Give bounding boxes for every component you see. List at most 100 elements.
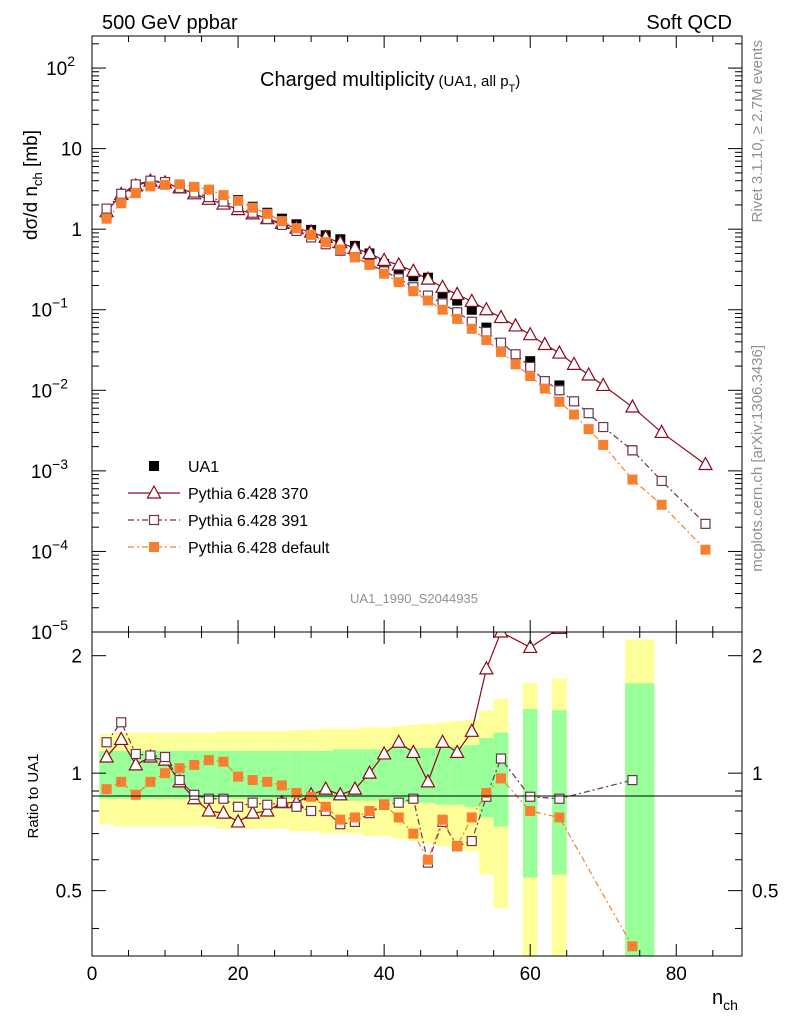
y-tick-label: 10−4 (31, 536, 68, 563)
main-point-0-25 (466, 304, 477, 315)
ratio-point-1-28 (525, 791, 536, 802)
ratio-point-0-11 (259, 802, 275, 817)
band-stat (406, 748, 421, 803)
analysis-id: UA1_1990_S2044935 (350, 591, 478, 606)
ratio-point-2-28 (525, 805, 536, 816)
ratio-point-2-3 (145, 776, 156, 787)
ratio-point-2-2 (130, 789, 141, 800)
main-point-3-15 (320, 237, 331, 248)
x-tick-label: 20 (227, 964, 248, 985)
ratio-point-1-29 (554, 793, 565, 804)
ratio-point-2-23 (437, 814, 448, 825)
ratio-point-2-16 (335, 814, 346, 825)
main-point-3-22 (422, 295, 433, 306)
ratio-point-1-25 (466, 835, 477, 847)
main-point-3-37 (700, 544, 711, 555)
main-point-1-28 (508, 317, 524, 332)
ratio-point-1-11 (262, 799, 273, 810)
ratio-point-0-8 (215, 804, 231, 819)
main-point-3-4 (160, 179, 171, 190)
ratio-point-2-5 (174, 763, 185, 774)
x-axis-label: nch (712, 987, 738, 1013)
legend-label-0: UA1 (188, 459, 219, 476)
band-stat (259, 750, 275, 799)
ratio-point-1-2 (130, 748, 141, 760)
ratio-point-2-19 (379, 799, 390, 810)
ratio-point-2-17 (349, 812, 360, 823)
main-point-1-21 (405, 263, 421, 277)
ratio-point-1-3 (145, 750, 156, 761)
ratio-plot-frame (91, 631, 743, 957)
y-tick-label: 10 (61, 140, 82, 161)
x-tick-label: 80 (666, 964, 687, 985)
main-point-3-30 (539, 383, 550, 394)
main-point-1-18 (362, 245, 378, 260)
axis-ticks: 0 20 40 60 80 102 10 1 10−1 10−2 10−3 10−4 10−5 0.5 0.… (31, 36, 778, 985)
band-stat (435, 746, 450, 805)
main-point-3-36 (656, 499, 667, 510)
ratio-point-2-9 (233, 771, 244, 782)
main-point-0-23 (437, 288, 448, 299)
y-axis-label: dσ/d nch [mb] (21, 130, 45, 240)
ratio-y-tick-label: 2 (71, 647, 82, 668)
ratio-point-2-18 (364, 805, 375, 816)
ratio-point-2-0 (101, 784, 112, 795)
main-point-1-27 (493, 309, 509, 324)
main-point-3-18 (364, 259, 375, 270)
main-point-1-23 (435, 279, 451, 293)
ratio-point-0-28 (522, 639, 538, 654)
band-stat (464, 745, 480, 807)
ratio-point-1-21 (408, 793, 419, 804)
ratio-point-1-1 (116, 717, 127, 728)
ratio-point-2-12 (276, 780, 287, 791)
main-point-1-19 (376, 252, 392, 266)
main-point-3-12 (276, 216, 287, 227)
main-point-3-28 (510, 359, 521, 370)
main-point-0-28 (525, 356, 536, 367)
ratio-y-tick-label-right: 0.5 (752, 882, 778, 903)
band-stat (289, 750, 304, 799)
main-point-1-32 (566, 356, 582, 370)
x-tick-label: 60 (520, 964, 541, 985)
ratio-point-2-21 (408, 828, 419, 839)
main-point-1-26 (478, 301, 494, 316)
mcplots-citation-label: mcplots.cern.ch [arXiv:1306.3436] (749, 345, 766, 572)
ratio-point-2-13 (291, 787, 302, 798)
main-point-2-2 (130, 179, 141, 190)
ratio-point-1-13 (291, 801, 302, 812)
main-point-2-37 (700, 518, 711, 529)
main-point-1-33 (581, 366, 597, 381)
main-point-2-27 (495, 337, 507, 348)
rivet-version-label: Rivet 3.1.10, ≥ 2.7M events (749, 40, 766, 223)
main-point-1-30 (537, 336, 553, 351)
ratio-y-tick-label: 1 (71, 764, 82, 785)
main-point-1-37 (697, 456, 713, 471)
main-point-1-25 (464, 293, 480, 307)
ratio-point-0-15 (318, 780, 334, 795)
main-point-2-33 (583, 408, 594, 419)
ratio-uncertainty-bands (99, 639, 655, 956)
band-stat (625, 683, 655, 956)
band-stat (479, 738, 494, 818)
ratio-point-0-9 (230, 813, 246, 828)
y-tick-label: 10−2 (31, 375, 68, 402)
main-point-3-3 (145, 181, 156, 192)
main-point-2-0 (101, 203, 112, 214)
ratio-point-0-25 (464, 723, 480, 737)
ratio-point-0-22 (420, 773, 436, 788)
ratio-y-axis-label: Ratio to UA1 (25, 753, 42, 838)
y-tick-label: 10−3 (31, 456, 68, 483)
legend-marker-3 (149, 542, 159, 552)
y-tick-label: 1 (71, 220, 82, 241)
ratio-point-1-27 (495, 753, 507, 764)
ratio-point-0-2 (128, 756, 144, 771)
main-point-2-32 (568, 396, 580, 407)
x-tick-label: 0 (87, 964, 98, 985)
ratio-point-2-14 (306, 791, 317, 802)
ratio-point-0-10 (245, 804, 261, 819)
main-point-1-35 (624, 398, 640, 413)
legend-label-3: Pythia 6.428 default (188, 540, 330, 557)
ratio-point-0-21 (405, 744, 421, 759)
ratio-point-0-7 (201, 802, 217, 817)
legend-marker-0 (149, 461, 159, 471)
